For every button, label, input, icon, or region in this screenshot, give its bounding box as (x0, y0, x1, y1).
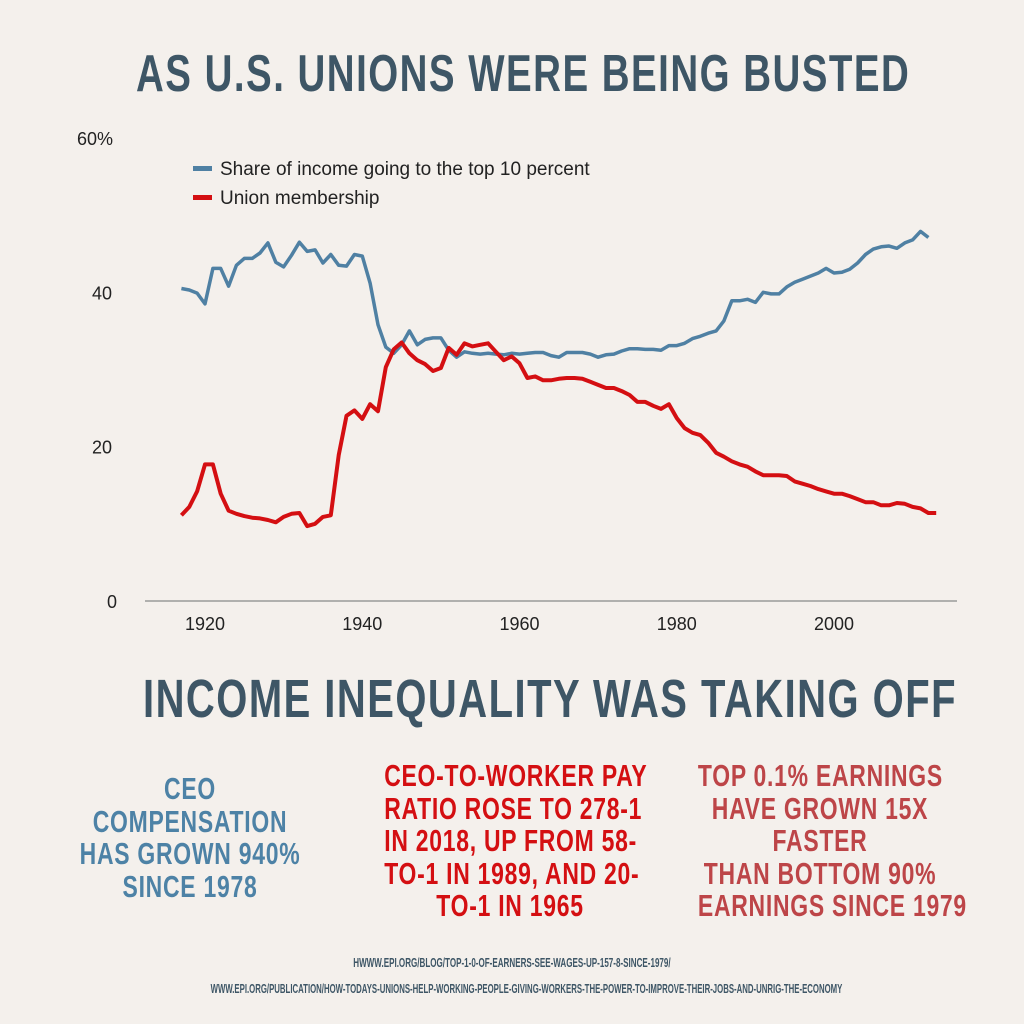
legend-label: Share of income going to the top 10 perc… (220, 159, 590, 180)
fact-line: CEO-TO-WORKER PAY (384, 758, 648, 793)
y-tick-label: 60% (77, 129, 113, 149)
fact-line: CEO (164, 771, 216, 806)
fact-line: SINCE 1978 (122, 868, 258, 904)
fact-line: THAN BOTTOM 90% (703, 855, 937, 891)
series-line-union-membership (179, 340, 937, 529)
fact-line: HAS GROWN 940% (79, 836, 301, 871)
y-tick-label: 40 (92, 283, 112, 303)
fact-line: RATIO ROSE TO 278-1 (384, 790, 643, 826)
fact-line: TO-1 IN 1965 (436, 888, 584, 923)
subtitle: INCOME INEQUALITY WAS TAKING OFF (143, 669, 957, 729)
fact-line: IN 2018, UP FROM 58- (384, 823, 637, 858)
fact-line: FASTER (772, 823, 868, 858)
series-line-top10-income (181, 229, 930, 359)
x-tick-label: 1960 (499, 614, 539, 634)
x-tick-label: 2000 (814, 614, 854, 634)
fact-line: HAVE GROWN 15X (711, 790, 929, 826)
source-link[interactable]: WWW.EPI.ORG/PUBLICATION/HOW-TODAYS-UNION… (210, 981, 843, 996)
fact-line: TO-1 IN 1989, AND 20- (384, 855, 640, 891)
x-tick-label: 1920 (185, 614, 225, 634)
fact-ceo-worker-ratio: CEO-TO-WORKER PAY RATIO ROSE TO 278-1 IN 2… (340, 758, 680, 923)
title: AS U.S. UNIONS WERE BEING BUSTED (136, 45, 911, 103)
legend-swatch (193, 166, 212, 171)
fact-top-earnings: TOP 0.1% EARNINGS HAVE GROWN 15X FASTER THA… (655, 758, 985, 923)
y-tick-label: 0 (107, 592, 117, 612)
fact-line: COMPENSATION (92, 803, 288, 839)
x-tick-label: 1980 (657, 614, 697, 634)
fact-line: EARNINGS SINCE 1979 (697, 888, 967, 923)
y-tick-label: 20 (92, 438, 112, 458)
fact-ceo-compensation: CEO COMPENSATION HAS GROWN 940% SINCE 1978 (40, 771, 340, 904)
fact-line: TOP 0.1% EARNINGS (697, 758, 943, 793)
x-tick-label: 1940 (342, 614, 382, 634)
source-link[interactable]: HWWW.EPI.ORG/BLOG/TOP-1-0-OF-EARNERS-SEE… (353, 955, 671, 970)
legend-label: Union membership (220, 188, 379, 209)
legend-swatch (193, 195, 212, 200)
